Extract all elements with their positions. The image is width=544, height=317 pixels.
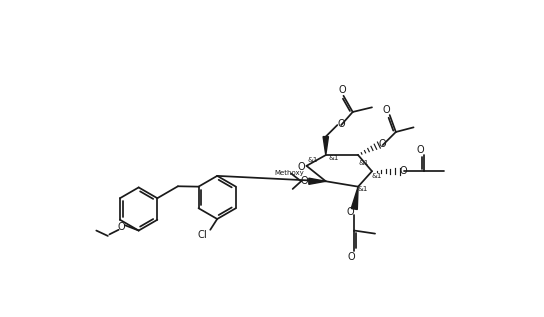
Text: Methoxy: Methoxy [274,170,304,176]
Text: &1: &1 [328,155,339,161]
Polygon shape [309,178,326,184]
Text: O: O [348,252,355,262]
Text: O: O [118,223,126,232]
Text: O: O [347,207,354,217]
Text: &1: &1 [372,173,382,179]
Text: O: O [400,166,407,176]
Text: O: O [417,146,424,155]
Polygon shape [323,137,329,155]
Text: O: O [300,176,308,186]
Text: &1: &1 [357,186,368,192]
Text: &1: &1 [358,160,369,166]
Text: &1: &1 [307,157,318,163]
Text: O: O [383,106,391,115]
Text: O: O [337,119,345,128]
Polygon shape [351,187,358,210]
Text: O: O [338,85,346,95]
Text: Cl: Cl [197,230,207,240]
Text: O: O [298,162,305,171]
Text: O: O [379,139,387,149]
